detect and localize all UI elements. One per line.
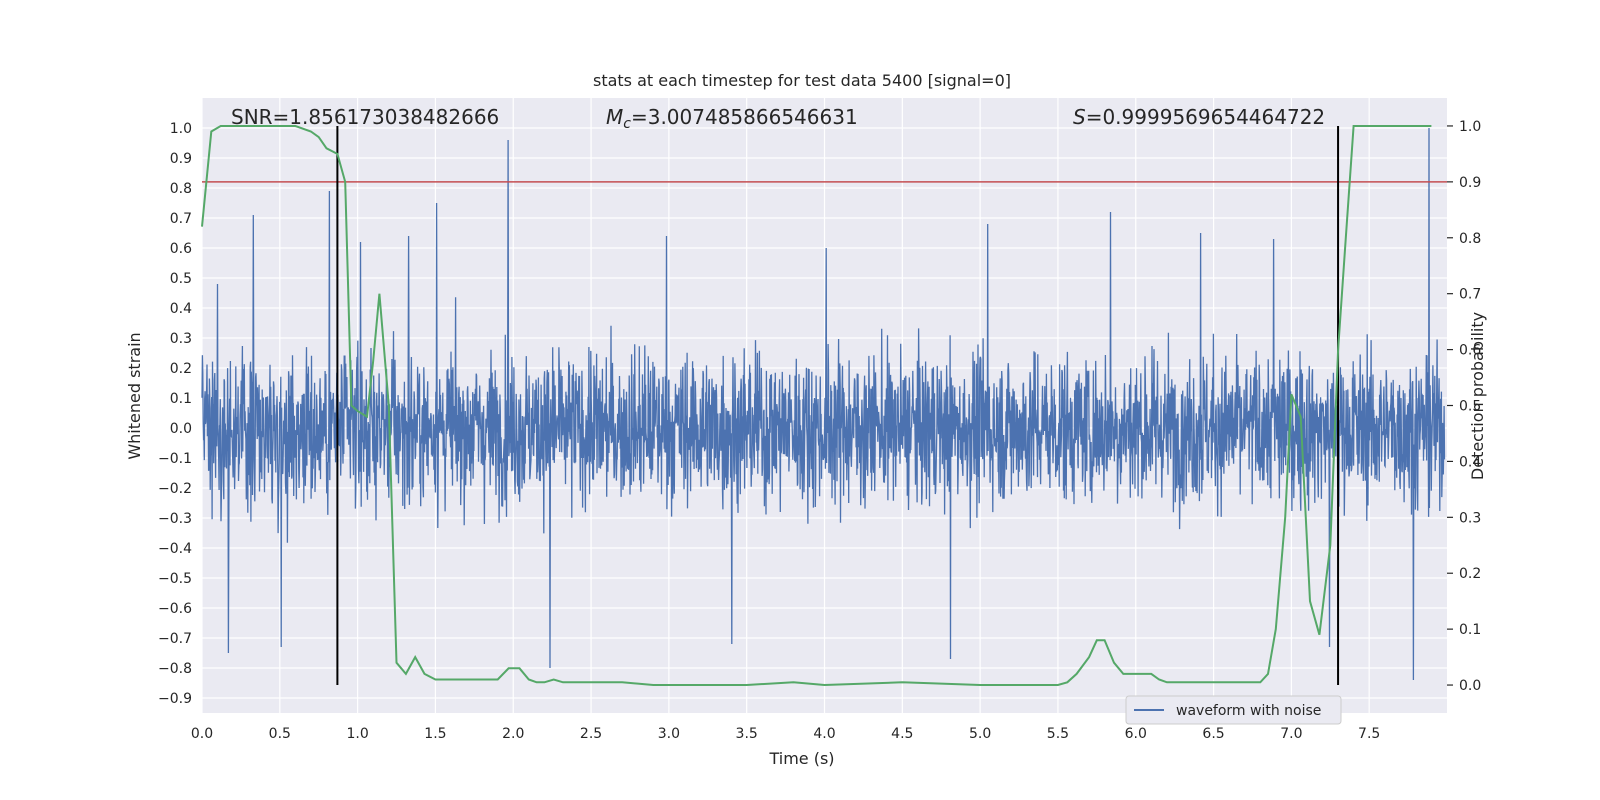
x-tick-label: 1.0 xyxy=(346,726,368,742)
y-tick-label: 0.7 xyxy=(170,211,192,227)
y2-tick-label: 0.3 xyxy=(1459,510,1481,526)
y-tick-label: 0.3 xyxy=(170,331,192,347)
y-tick-label: −0.4 xyxy=(158,541,192,557)
mc-value: =3.007485866546631 xyxy=(631,105,858,129)
y-tick-label: −0.3 xyxy=(158,511,192,527)
y2-tick-label: 0.4 xyxy=(1459,454,1481,470)
mc-subscript: c xyxy=(623,116,631,132)
x-tick-label: 5.0 xyxy=(969,726,991,742)
waveform-series xyxy=(201,127,1446,681)
x-tick-label: 4.5 xyxy=(891,726,913,742)
x-tick-label: 7.0 xyxy=(1280,726,1302,742)
y-tick-label: 1.0 xyxy=(170,121,192,137)
chart-title: stats at each timestep for test data 540… xyxy=(593,71,1011,90)
legend: waveform with noise xyxy=(1125,695,1342,725)
y-tick-label: 0.1 xyxy=(170,391,192,407)
y-tick-label: −0.8 xyxy=(158,661,192,677)
s-value: =0.9999569654464722 xyxy=(1086,105,1325,129)
x-tick-label: 5.5 xyxy=(1047,726,1069,742)
x-tick-label: 0.0 xyxy=(191,726,213,742)
y-tick-label: 0.8 xyxy=(170,181,192,197)
y-tick-label: −0.2 xyxy=(158,481,192,497)
y2-axis-label: Detection probability xyxy=(1468,312,1487,480)
vertical-markers xyxy=(336,125,1340,686)
s-symbol: S xyxy=(1073,105,1086,129)
y-tick-label: −0.6 xyxy=(158,601,192,617)
y-axis-label: Whitened strain xyxy=(125,332,144,459)
y2-tick-label: 0.9 xyxy=(1459,175,1481,191)
mc-annotation: Mc=3.007485866546631 xyxy=(606,105,858,132)
x-axis-ticks: 0.0 0.5 1.0 1.5 2.0 2.5 3.0 3.5 4.0 4.5 5.0 5.5 6.0 6… xyxy=(191,726,1380,742)
x-tick-label: 4.0 xyxy=(813,726,835,742)
y-tick-label: −0.1 xyxy=(158,451,192,467)
snr-annotation: SNR=1.856173038482666 xyxy=(231,105,499,129)
x-tick-label: 3.0 xyxy=(658,726,680,742)
y2-tick-label: 0.6 xyxy=(1459,343,1481,359)
x-tick-label: 7.5 xyxy=(1358,726,1380,742)
x-tick-label: 0.5 xyxy=(269,726,291,742)
x-tick-label: 2.5 xyxy=(580,726,602,742)
y2-tick-label: 0.2 xyxy=(1459,566,1481,582)
y2-tick-label: 1.0 xyxy=(1459,119,1481,135)
x-tick-label: 6.5 xyxy=(1202,726,1224,742)
mc-symbol: M xyxy=(606,105,623,129)
y2-tick-label: 0.0 xyxy=(1459,678,1481,694)
y-axis-ticks: 1.0 0.9 0.8 0.7 0.6 0.5 0.4 0.3 0.2 0.1 0.0 −0.1 −0.… xyxy=(158,121,192,707)
x-tick-label: 2.0 xyxy=(502,726,524,742)
x-tick-label: 1.5 xyxy=(424,726,446,742)
y-tick-label: 0.2 xyxy=(170,361,192,377)
y2-tick-label: 0.5 xyxy=(1459,399,1481,415)
y-tick-label: 0.5 xyxy=(170,271,192,287)
legend-box xyxy=(1125,695,1342,725)
y2-tick-label: 0.1 xyxy=(1459,622,1481,638)
x-tick-label: 6.0 xyxy=(1125,726,1147,742)
x-tick-label: 3.5 xyxy=(736,726,758,742)
y-tick-label: 0.6 xyxy=(170,241,192,257)
y-tick-label: −0.5 xyxy=(158,571,192,587)
waveform-line xyxy=(201,127,1446,681)
detection-probability-line xyxy=(201,125,1432,687)
y-tick-label: 0.4 xyxy=(170,301,192,317)
legend-label: waveform with noise xyxy=(1176,703,1321,719)
y-tick-label: −0.9 xyxy=(158,691,192,707)
s-annotation: S=0.9999569654464722 xyxy=(1073,105,1325,129)
y2-tick-label: 0.8 xyxy=(1459,231,1481,247)
y-tick-label: 0.0 xyxy=(170,421,192,437)
x-axis-label: Time (s) xyxy=(768,749,834,768)
y2-axis-ticks: 1.0 0.9 0.8 0.7 0.6 0.5 0.4 0.3 0.2 0.1 0.0 xyxy=(1447,119,1481,694)
y-tick-label: 0.9 xyxy=(170,151,192,167)
y-tick-label: −0.7 xyxy=(158,631,192,647)
y2-tick-label: 0.7 xyxy=(1459,287,1481,303)
